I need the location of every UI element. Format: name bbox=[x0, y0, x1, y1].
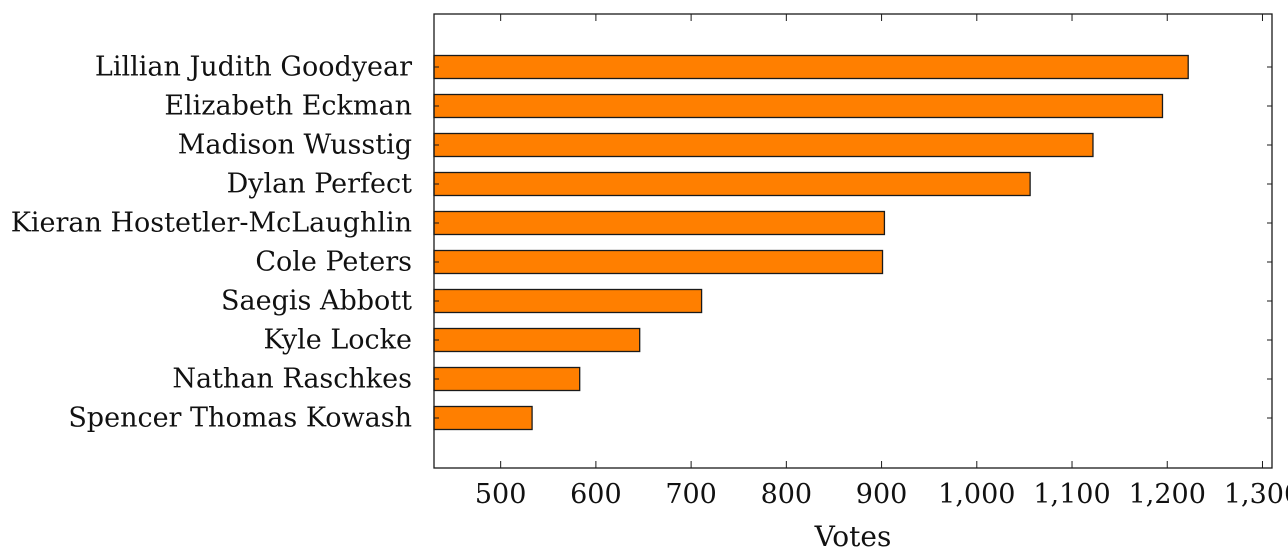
x-tick-label: 500 bbox=[475, 479, 527, 510]
x-tick-label: 700 bbox=[665, 479, 717, 510]
bar bbox=[433, 54, 1189, 80]
bar bbox=[433, 405, 533, 431]
x-axis-title: Votes bbox=[814, 520, 892, 553]
x-tick-label: 900 bbox=[856, 479, 908, 510]
x-tick-label: 1,300 bbox=[1224, 479, 1288, 510]
x-tick-label: 800 bbox=[761, 479, 813, 510]
bar bbox=[433, 132, 1094, 158]
bar bbox=[433, 210, 886, 236]
x-tick-label: 1,000 bbox=[938, 479, 1015, 510]
category-label: Saegis Abbott bbox=[221, 286, 412, 317]
category-label: Elizabeth Eckman bbox=[164, 91, 412, 122]
category-label: Dylan Perfect bbox=[227, 169, 413, 200]
bar bbox=[433, 171, 1031, 197]
x-tick-label: 600 bbox=[570, 479, 622, 510]
category-label: Lillian Judith Goodyear bbox=[95, 52, 412, 83]
category-label: Nathan Raschkes bbox=[172, 364, 412, 395]
bar bbox=[433, 288, 703, 314]
x-tick-label: 1,100 bbox=[1033, 479, 1110, 510]
x-tick-labels: 500 600 700 800 900 1,000 1,100 1,200 1,300 bbox=[475, 479, 1288, 510]
category-label: Kieran Hostetler-McLaughlin bbox=[11, 208, 412, 239]
category-labels: Lillian Judith Goodyear Elizabeth Eckman M… bbox=[11, 52, 412, 434]
bar bbox=[433, 93, 1164, 119]
ticks-layer bbox=[434, 14, 1272, 468]
x-tick-label: 1,200 bbox=[1129, 479, 1206, 510]
bars-layer bbox=[433, 54, 1189, 431]
bar bbox=[433, 327, 641, 353]
category-label: Cole Peters bbox=[255, 247, 412, 278]
bar bbox=[433, 366, 581, 392]
bar bbox=[433, 249, 884, 275]
category-label: Spencer Thomas Kowash bbox=[68, 403, 412, 434]
category-label: Madison Wusstig bbox=[178, 130, 412, 161]
category-label: Kyle Locke bbox=[263, 325, 412, 356]
plot-area-frame bbox=[433, 13, 1273, 469]
